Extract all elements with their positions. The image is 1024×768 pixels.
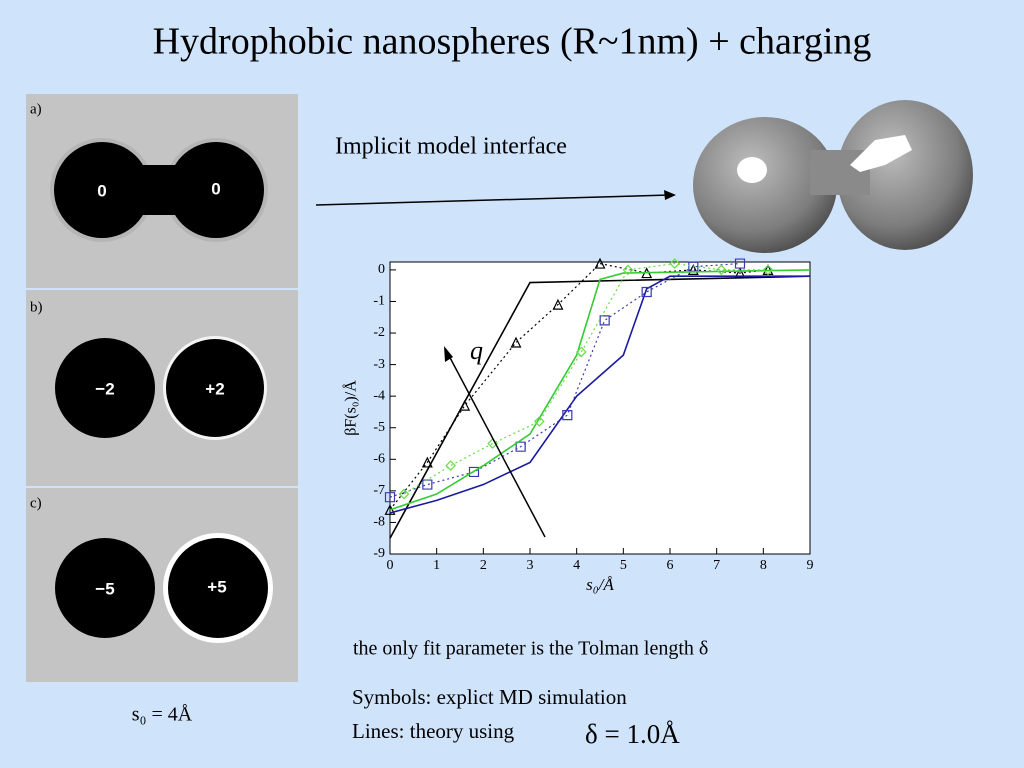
y-tick-label: 0 (378, 262, 385, 277)
marker (575, 346, 587, 358)
y-tick-label: -8 (373, 515, 385, 530)
series-line (389, 269, 811, 511)
x-tick-label: 3 (527, 558, 534, 573)
sphere (168, 142, 264, 238)
arrow (315, 194, 671, 206)
y-tick-label: -7 (373, 483, 385, 498)
y-tick-label: -4 (373, 388, 385, 403)
fit-note: the only fit parameter is the Tolman len… (353, 638, 708, 660)
series-line (389, 275, 811, 539)
y-tick-label: -1 (373, 294, 385, 309)
interface-label: Implicit model interface (335, 134, 567, 160)
x-tick-label: 1 (433, 558, 440, 573)
sphere (168, 538, 268, 638)
marker (669, 258, 681, 269)
marker (715, 264, 727, 276)
marker (487, 438, 499, 449)
sphere (55, 338, 155, 438)
q-arrow (446, 351, 546, 538)
y-tick-label: -2 (373, 325, 385, 340)
series-line (389, 275, 810, 514)
x-tick-label: 7 (713, 558, 720, 573)
charge: −5 (95, 579, 114, 598)
marker (734, 267, 746, 279)
title: Hydrophobic nanospheres (R~1nm) + chargi… (153, 21, 872, 63)
charge: +5 (207, 577, 226, 596)
hole (850, 135, 912, 172)
marker (398, 488, 410, 500)
lines-note: Lines: theory using (352, 719, 515, 743)
x-tick-label: 8 (760, 558, 767, 573)
marker (421, 456, 433, 468)
md-panels: 0 0 −2 +2 −5 +5 a) b) c) (26, 94, 298, 682)
separation: s₀ = 4Å (132, 704, 193, 726)
marker (562, 410, 573, 421)
marker (459, 399, 471, 411)
delta-value: δ = 1.0Å (585, 719, 680, 749)
arrow-head (664, 190, 676, 200)
marker (762, 264, 774, 276)
charge: 0 (97, 181, 106, 200)
y-tick-label: -5 (373, 420, 385, 435)
charge: +2 (205, 379, 224, 398)
symbols-note: Symbols: explict MD simulation (352, 685, 627, 709)
x-tick-label: 5 (620, 558, 627, 573)
x-tick-label: 0 (387, 558, 394, 573)
charge: −2 (95, 379, 114, 398)
y-tick-label: -6 (373, 452, 385, 467)
y-tick-label: -3 (373, 357, 385, 372)
series-dotted (403, 262, 768, 495)
panel-label: b) (30, 299, 43, 315)
marker (422, 479, 433, 490)
x-tick-label: 4 (573, 558, 580, 573)
marker (515, 441, 526, 452)
hole (737, 157, 767, 183)
sphere (54, 142, 150, 238)
panel-label: c) (30, 495, 42, 511)
series-dotted (389, 262, 741, 498)
marker (641, 286, 652, 298)
panel-label: a) (30, 101, 42, 117)
x-tick-label: 6 (667, 558, 674, 573)
marker (687, 264, 699, 275)
x-tick-label: 2 (480, 558, 487, 573)
sphere (55, 538, 155, 638)
marker (599, 315, 610, 326)
marker (734, 258, 746, 269)
marker (510, 336, 522, 348)
lobe (837, 100, 973, 250)
plot: 0 1 2 3 4 5 6 7 8 9 0 -1 -2 -3 -4 -5 -6 -7 -8 -9 s₀/Å βF(s₀)/… (342, 257, 814, 594)
marker (622, 264, 634, 276)
lobe (693, 117, 837, 253)
y-axis-label: βF(s₀)/Å (342, 380, 360, 436)
marker (533, 416, 545, 427)
y-tick-label: -9 (373, 546, 385, 561)
q-arrow-head (444, 346, 453, 362)
dumbbell (693, 100, 973, 253)
arrow-label: q (470, 336, 483, 365)
x-axis-label: s₀/Å (586, 575, 614, 594)
marker (594, 257, 606, 269)
marker (552, 298, 564, 310)
series-dotted (389, 262, 769, 511)
sphere (166, 339, 264, 437)
marker (445, 460, 457, 471)
charge: 0 (211, 179, 220, 198)
marker (384, 492, 396, 503)
x-tick-label: 9 (807, 558, 814, 573)
plot-area (389, 261, 811, 555)
